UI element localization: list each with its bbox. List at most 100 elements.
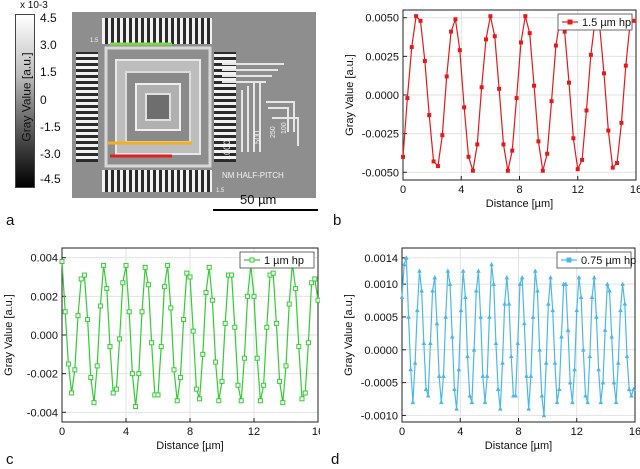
chart-panel-b: 0 4 8 12 16 0.0050 0.0025 0.0000 -0.0025 -0.0050 D…: [344, 9, 640, 210]
data-point: [251, 293, 257, 299]
data-point: [518, 40, 523, 45]
data-point: [469, 399, 475, 405]
data-point: [624, 353, 630, 359]
data-point: [439, 399, 444, 405]
data-point: [588, 52, 593, 57]
data-point: [449, 29, 454, 34]
y-tick-label: 0.0014: [364, 253, 398, 265]
data-point: [88, 375, 94, 381]
pattern-label: NM HALF-PITCH: [222, 171, 284, 180]
data-point: [539, 393, 545, 398]
x-tick-label: 16: [629, 426, 640, 438]
data-point: [458, 307, 464, 313]
data-point: [571, 136, 576, 141]
y-tick-label: -0.0050: [362, 167, 399, 179]
pattern-label: 1.5: [90, 38, 99, 44]
data-point: [443, 314, 448, 319]
data-point: [522, 321, 527, 326]
data-point: [197, 396, 203, 402]
data-point: [605, 281, 610, 286]
data-point: [578, 294, 584, 300]
data-point: [607, 288, 612, 293]
data-point: [299, 396, 305, 402]
left-stripe-group: [76, 52, 98, 162]
data-point: [78, 276, 84, 282]
data-point: [453, 17, 458, 22]
legend-box: [556, 251, 632, 269]
pattern-label: 100: [281, 122, 288, 134]
data-point: [610, 165, 615, 170]
data-point: [312, 276, 318, 282]
x-axis-label: Distance [µm]: [486, 198, 553, 210]
y-tick-label: 0.0010: [364, 279, 398, 291]
legend-label: 0.75 µm hp: [581, 255, 636, 267]
x-axis-label: Distance [µm]: [485, 440, 552, 452]
data-point: [405, 96, 410, 101]
pattern-label: 1.5: [216, 188, 225, 194]
data-point: [575, 167, 580, 172]
data-point: [502, 301, 507, 306]
pattern-label: 250: [270, 126, 277, 138]
data-point: [489, 261, 494, 267]
data-point: [264, 324, 270, 330]
data-point: [425, 393, 431, 398]
data-point: [85, 317, 91, 323]
data-point: [572, 366, 577, 372]
data-point: [594, 314, 599, 319]
data-point: [431, 159, 436, 164]
data-point: [444, 74, 449, 79]
data-point: [277, 378, 283, 384]
data-point: [110, 390, 116, 396]
data-point: [482, 399, 488, 405]
data-point: [149, 340, 155, 346]
data-point: [613, 399, 619, 405]
data-point: [591, 275, 597, 280]
x-tick-label: 4: [123, 426, 129, 438]
data-point: [626, 386, 632, 391]
colorbar: [15, 14, 35, 188]
scale-label: 50 µm: [240, 192, 277, 207]
data-point: [421, 340, 427, 346]
data-point: [206, 264, 212, 270]
data-point: [552, 360, 558, 365]
outer-square: [104, 46, 212, 168]
data-point: [171, 367, 177, 373]
data-point: [562, 29, 567, 34]
data-point: [435, 164, 440, 169]
x-tick-label: 4: [458, 184, 464, 196]
legend-box: [239, 251, 315, 269]
data-point: [619, 120, 624, 125]
y-axis-label: Gray Value [a.u.]: [3, 294, 15, 376]
data-point: [432, 275, 438, 280]
data-point: [401, 261, 407, 267]
data-point: [536, 139, 541, 144]
scale-bar: [213, 209, 318, 211]
right-stripe-group: [214, 52, 236, 162]
legend-label: 1.5 µm hp: [582, 17, 631, 29]
data-point: [97, 303, 103, 309]
data-point: [254, 355, 260, 361]
data-point: [414, 14, 419, 19]
data-point: [452, 386, 457, 391]
x-tick-label: 16: [630, 184, 640, 196]
data-point: [409, 45, 414, 50]
data-point: [126, 309, 132, 315]
data-point: [526, 406, 531, 411]
data-point: [107, 344, 113, 350]
data-point: [209, 297, 215, 303]
chart-panel-c: 0 4 8 12 16 0.004 0.002 0.000 -0.002 -0.004 Distan…: [3, 247, 320, 452]
chart-panel-d: 0 4 8 12 16 0.0014 0.0010 0.0005 0.0000 -0.0005 -0…: [343, 247, 640, 452]
panel-label-b: b: [333, 212, 342, 229]
data-point: [559, 334, 564, 339]
data-point: [133, 404, 139, 410]
data-point: [184, 270, 190, 276]
data-point: [620, 281, 625, 286]
data-point: [532, 268, 538, 273]
data-point: [296, 344, 302, 350]
data-point: [540, 168, 545, 173]
data-point: [574, 307, 580, 313]
data-point: [583, 393, 588, 398]
data-point: [584, 108, 589, 113]
data-point: [136, 371, 142, 377]
data-point: [213, 359, 219, 365]
